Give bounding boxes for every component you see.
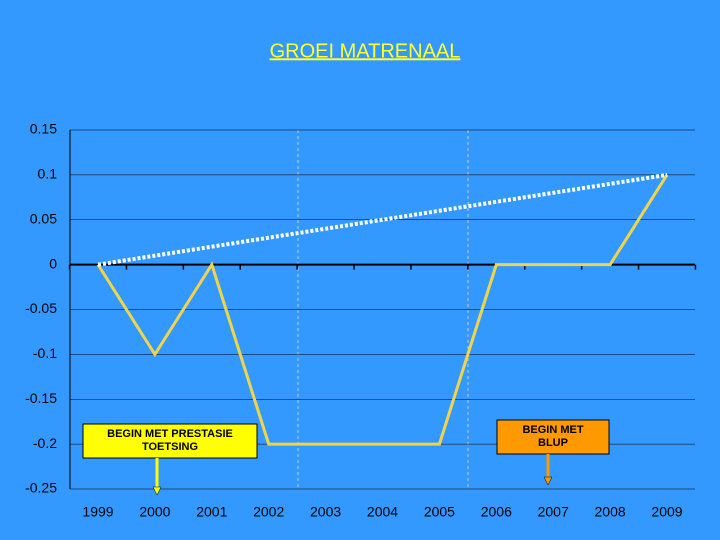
x-tick-label: 2002 [253,504,284,520]
y-tick-label: 0 [49,255,57,271]
x-tick-label: 2005 [424,504,455,520]
x-tick-label: 2000 [139,504,170,520]
annotation-text: BEGIN MET PRESTASIE [107,428,233,440]
x-tick-label: 2001 [196,504,227,520]
annotation-text: TOETSING [142,441,198,453]
x-tick-label: 2009 [651,504,682,520]
x-tick-label: 2008 [595,504,626,520]
x-tick-label: 2003 [310,504,341,520]
y-tick-label: -0.05 [25,300,57,316]
y-tick-label: -0.25 [25,480,57,496]
y-tick-label: -0.15 [25,390,57,406]
annotation-text: BEGIN MET [522,424,583,436]
annotation-arrowhead [543,476,553,486]
y-tick-label: 0.05 [30,210,57,226]
annotation-arrowhead [152,486,162,496]
x-tick-label: 2006 [481,504,512,520]
y-tick-label: 0.15 [30,121,57,137]
trend-line [97,172,668,267]
y-tick-label: -0.1 [33,345,57,361]
chart-title: GROEI MATRENAAL [270,40,461,62]
x-tick-label: 1999 [82,504,113,520]
y-tick-label: 0.1 [38,166,58,182]
annotation-text: BLUP [538,437,568,449]
y-tick-label: -0.2 [33,435,57,451]
annotation-box [496,419,610,455]
x-tick-label: 2007 [538,504,569,520]
annotation-box [82,423,258,459]
data-line [96,174,669,446]
x-tick-label: 2004 [367,504,398,520]
